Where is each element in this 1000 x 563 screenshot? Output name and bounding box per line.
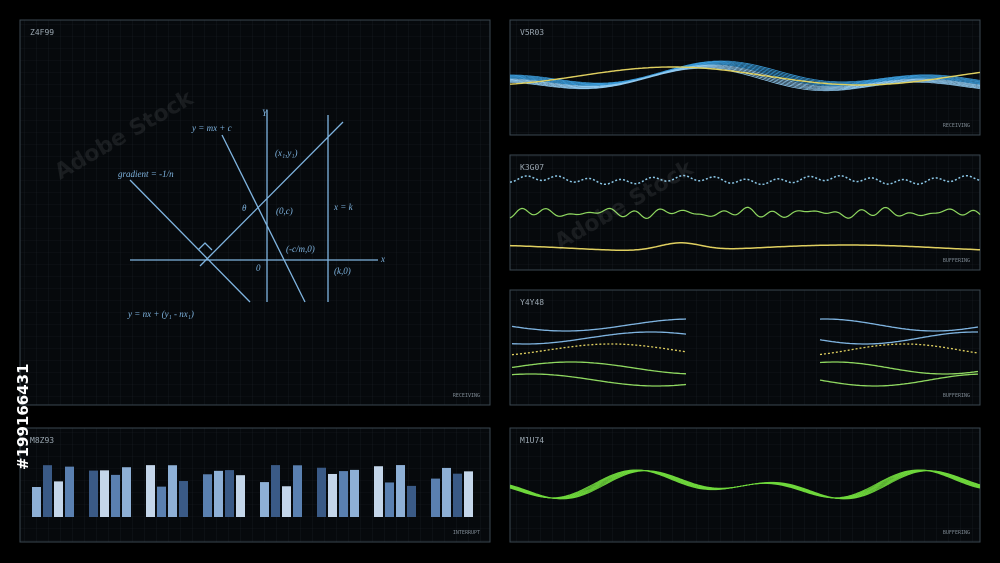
label: Y: [262, 108, 268, 118]
panel-grid: [19, 19, 491, 406]
label: gradient = -1/n: [118, 169, 174, 179]
bar: [146, 465, 155, 517]
wave: [509, 64, 981, 88]
panel-status: RECEIVING: [453, 393, 480, 399]
label: θ: [242, 203, 247, 213]
bar: [431, 478, 440, 517]
right-angle: [197, 242, 213, 251]
panel-grid: [509, 427, 981, 543]
label: x: [380, 254, 385, 264]
panel-grid: [19, 427, 491, 543]
bar: [111, 474, 120, 517]
bar: [385, 482, 394, 517]
label: y = nx + (y₁ - nx₁): [127, 309, 194, 319]
wave: [510, 61, 981, 85]
wave: [511, 331, 687, 345]
wave: [509, 66, 981, 90]
wave: [511, 318, 687, 332]
label: (x₁,y₁): [275, 148, 298, 158]
bar: [453, 473, 462, 517]
bar: [350, 469, 359, 517]
panel-id: M8Z93: [30, 436, 54, 445]
wave: [819, 343, 979, 356]
wave: [509, 66, 981, 86]
wave: [510, 60, 981, 84]
wave: [509, 174, 981, 186]
label: y = mx + c: [191, 123, 232, 133]
stock-id: #199166431: [14, 363, 32, 470]
panel-id: Y4Y48: [520, 298, 544, 307]
bar: [89, 470, 98, 517]
bar: [317, 467, 326, 517]
diagram: [129, 110, 378, 303]
bar: [260, 482, 269, 517]
wave: [509, 65, 981, 89]
bar: [374, 466, 383, 517]
line: [221, 134, 306, 303]
bar: [328, 473, 337, 517]
wave: [819, 373, 979, 387]
panel-id: V5R03: [520, 28, 544, 37]
wave: [511, 361, 687, 375]
label: 0: [256, 263, 261, 273]
label: (k,0): [334, 266, 351, 276]
panel-status: BUFFERING: [943, 258, 970, 264]
panel-status: BUFFERING: [943, 393, 970, 399]
wave: [510, 63, 981, 86]
label: (-c/m,0): [286, 244, 315, 254]
bar: [407, 485, 416, 517]
panel-status: BUFFERING: [943, 530, 970, 536]
panel-id: Z4F99: [30, 28, 54, 37]
bar: [282, 486, 291, 517]
bar: [65, 466, 74, 517]
label: x = k: [333, 202, 354, 212]
bar: [442, 467, 451, 517]
bar: [203, 474, 212, 517]
wave: [509, 242, 981, 251]
wave: [511, 373, 687, 387]
panel-id: K3G07: [520, 163, 544, 172]
bar: [168, 465, 177, 517]
wave: [510, 62, 981, 85]
panel-grid: [509, 289, 981, 406]
bar: [236, 475, 245, 517]
bar: [157, 486, 166, 517]
wave: [819, 331, 978, 345]
bar: [214, 470, 223, 517]
wave: [819, 318, 979, 332]
bar: [43, 465, 52, 517]
label: (0,c): [276, 206, 293, 216]
bar: [32, 487, 41, 517]
bar: [339, 471, 348, 517]
line: [129, 179, 251, 303]
bar: [122, 467, 131, 517]
panel-id: M1U74: [520, 436, 544, 445]
wave: [509, 469, 981, 499]
wave: [511, 343, 687, 356]
wave: [509, 63, 981, 87]
panel-status: INTERRUPT: [453, 530, 480, 536]
bar: [396, 465, 405, 517]
wave: [509, 206, 981, 220]
bar: [293, 465, 302, 517]
panel-status: RECEIVING: [943, 123, 970, 129]
bar: [464, 471, 473, 517]
bar: [100, 470, 109, 517]
bar: [179, 481, 188, 517]
line: [199, 121, 344, 267]
bar: [271, 465, 280, 517]
wave: [819, 361, 979, 375]
bar: [225, 470, 234, 517]
bar: [54, 481, 63, 517]
